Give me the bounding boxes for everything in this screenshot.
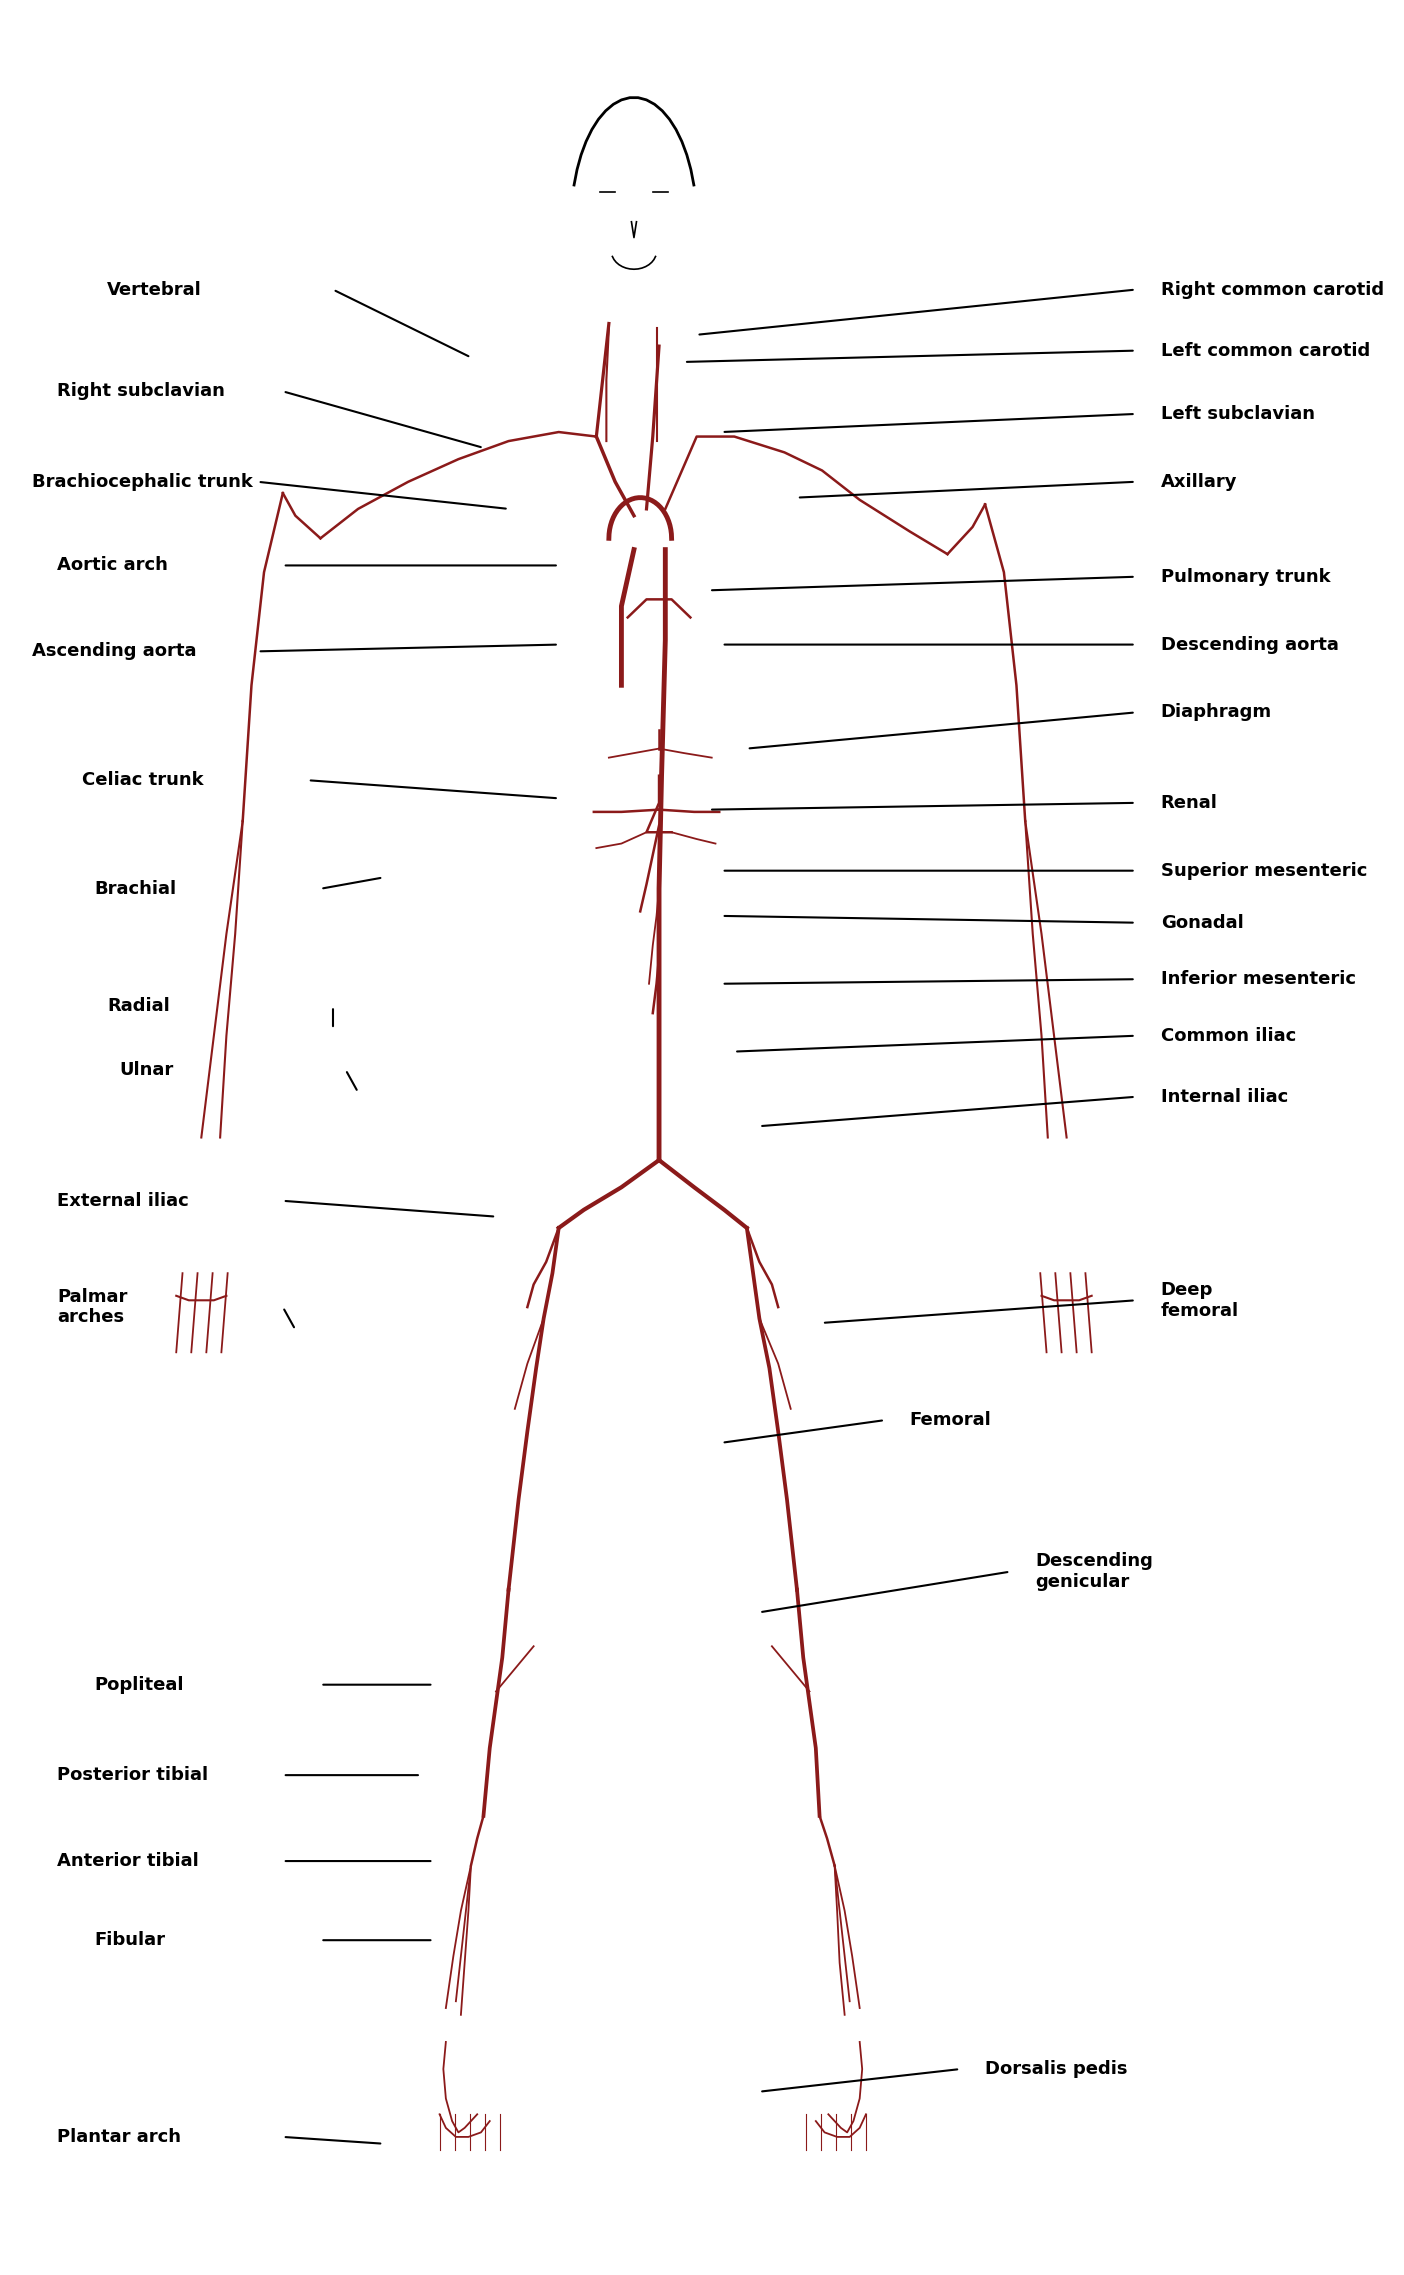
Text: Descending aorta: Descending aorta [1161, 635, 1338, 653]
Text: Left common carotid: Left common carotid [1161, 341, 1370, 359]
Text: Celiac trunk: Celiac trunk [83, 771, 204, 789]
Text: Gonadal: Gonadal [1161, 915, 1244, 933]
Text: Dorsalis pedis: Dorsalis pedis [986, 2061, 1127, 2077]
Text: Superior mesenteric: Superior mesenteric [1161, 862, 1367, 880]
Text: Posterior tibial: Posterior tibial [58, 1765, 208, 1784]
Text: Left subclavian: Left subclavian [1161, 405, 1314, 423]
Text: Fibular: Fibular [94, 1931, 166, 1950]
Text: Plantar arch: Plantar arch [58, 2127, 181, 2145]
Text: Femoral: Femoral [910, 1410, 991, 1429]
Text: Inferior mesenteric: Inferior mesenteric [1161, 969, 1356, 987]
Text: Right common carotid: Right common carotid [1161, 280, 1384, 298]
Text: Ulnar: Ulnar [119, 1060, 174, 1078]
Text: Common iliac: Common iliac [1161, 1026, 1296, 1044]
Text: Internal iliac: Internal iliac [1161, 1087, 1287, 1106]
Text: Brachiocephalic trunk: Brachiocephalic trunk [32, 473, 253, 491]
Text: Palmar
arches: Palmar arches [58, 1288, 128, 1326]
Text: External iliac: External iliac [58, 1192, 190, 1210]
Text: Radial: Radial [107, 996, 170, 1015]
Text: Ascending aorta: Ascending aorta [32, 642, 197, 660]
Text: Brachial: Brachial [94, 880, 177, 899]
Text: Axillary: Axillary [1161, 473, 1237, 491]
Text: Diaphragm: Diaphragm [1161, 703, 1272, 721]
Text: Descending
genicular: Descending genicular [1035, 1552, 1153, 1590]
Text: Renal: Renal [1161, 794, 1217, 812]
Text: Aortic arch: Aortic arch [58, 557, 168, 576]
Text: Deep
femoral: Deep femoral [1161, 1281, 1238, 1319]
Text: Vertebral: Vertebral [107, 280, 202, 298]
Text: Anterior tibial: Anterior tibial [58, 1852, 199, 1870]
Text: Pulmonary trunk: Pulmonary trunk [1161, 569, 1330, 585]
Text: Popliteal: Popliteal [94, 1677, 184, 1693]
Text: Right subclavian: Right subclavian [58, 382, 225, 400]
